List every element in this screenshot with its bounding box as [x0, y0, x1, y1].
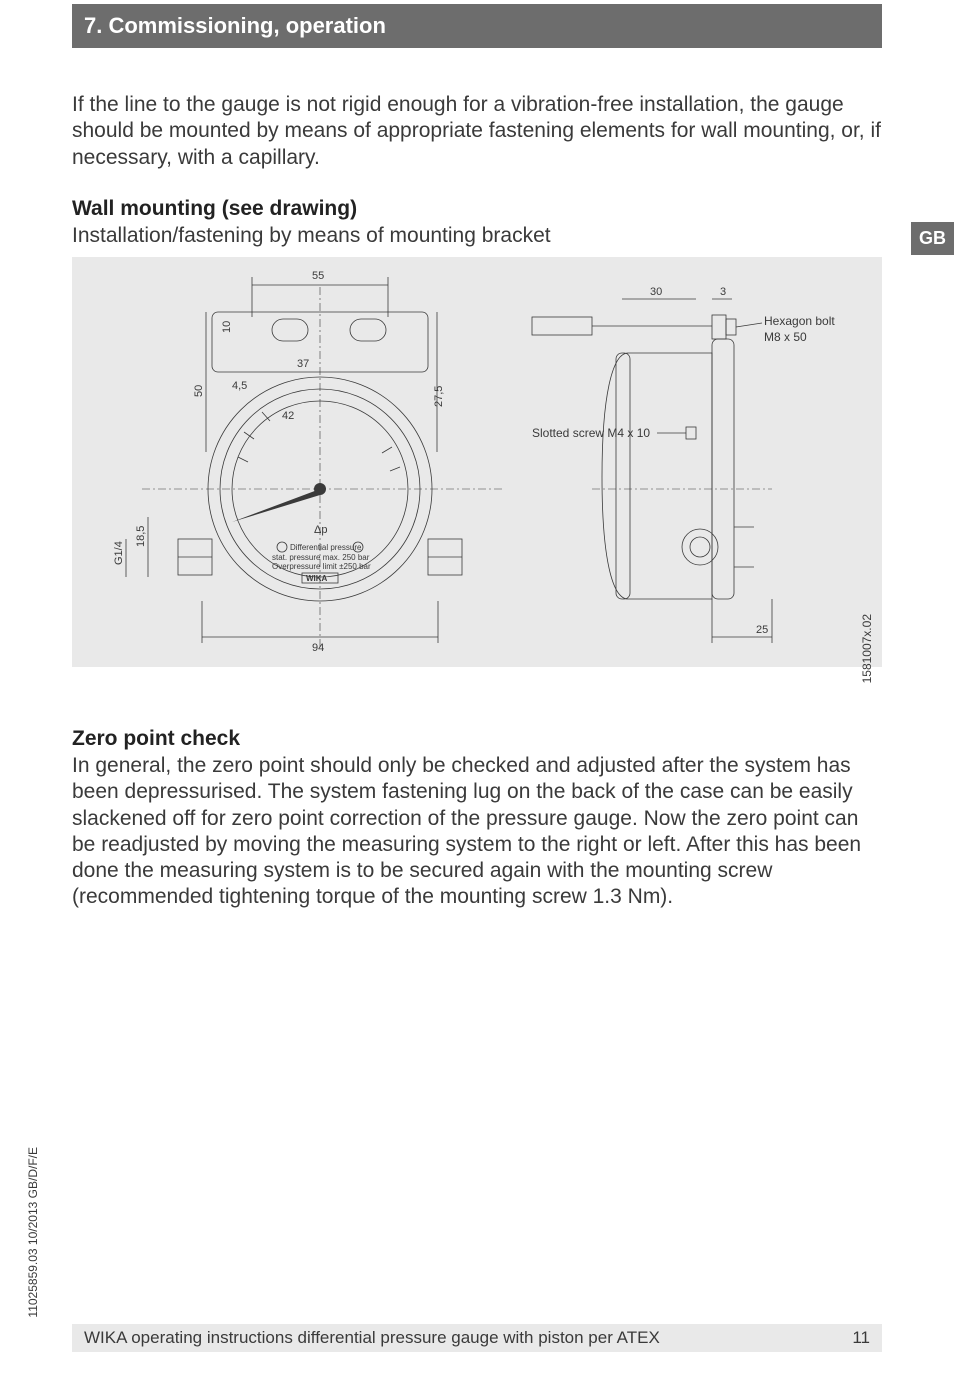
document-code: 11025859.03 10/2013 GB/D/F/E — [26, 1147, 40, 1318]
drawing-code: 1581007x.02 — [860, 614, 874, 683]
dim-94: 94 — [312, 642, 324, 654]
hexagon-bolt-label: Hexagon bolt — [764, 314, 835, 328]
footer-text: WIKA operating instructions differential… — [84, 1328, 660, 1348]
dim-45: 4,5 — [232, 380, 247, 392]
dim-50: 50 — [193, 385, 205, 397]
wika-logo: WIKA — [306, 574, 328, 583]
technical-drawing: 55 10 50 37 4,5 27,5 42 — [72, 257, 882, 667]
zero-point-text: In general, the zero point should only b… — [72, 753, 882, 911]
delta-p: Δp — [314, 524, 327, 536]
dim-185: 18,5 — [135, 526, 147, 547]
overpressure-label: Overpressure limit ±250 bar — [272, 562, 371, 571]
intro-paragraph: If the line to the gauge is not rigid en… — [72, 92, 882, 171]
dim-275: 27,5 — [433, 386, 445, 407]
dim-25: 25 — [756, 624, 768, 636]
diff-pressure-label: Differential pressure — [290, 543, 362, 552]
stat-pressure-label: stat. pressure max. 250 bar — [272, 553, 370, 562]
page-number: 11 — [852, 1328, 870, 1348]
dim-30: 30 — [650, 286, 662, 298]
wall-mounting-heading: Wall mounting (see drawing) — [72, 197, 882, 221]
dim-37: 37 — [297, 358, 309, 370]
wall-mounting-sub: Installation/fastening by means of mount… — [72, 223, 882, 249]
slotted-screw-label: Slotted screw M4 x 10 — [532, 426, 650, 440]
dim-3: 3 — [720, 286, 726, 298]
dim-g14: G1/4 — [113, 541, 125, 565]
section-header: 7. Commissioning, operation — [72, 4, 882, 48]
dim-10: 10 — [221, 321, 233, 333]
hexagon-bolt-size: M8 x 50 — [764, 330, 807, 344]
language-tab: GB — [911, 222, 954, 255]
zero-point-heading: Zero point check — [72, 727, 882, 751]
footer: WIKA operating instructions differential… — [72, 1324, 882, 1352]
dim-55: 55 — [312, 270, 324, 282]
dim-42: 42 — [282, 410, 294, 422]
